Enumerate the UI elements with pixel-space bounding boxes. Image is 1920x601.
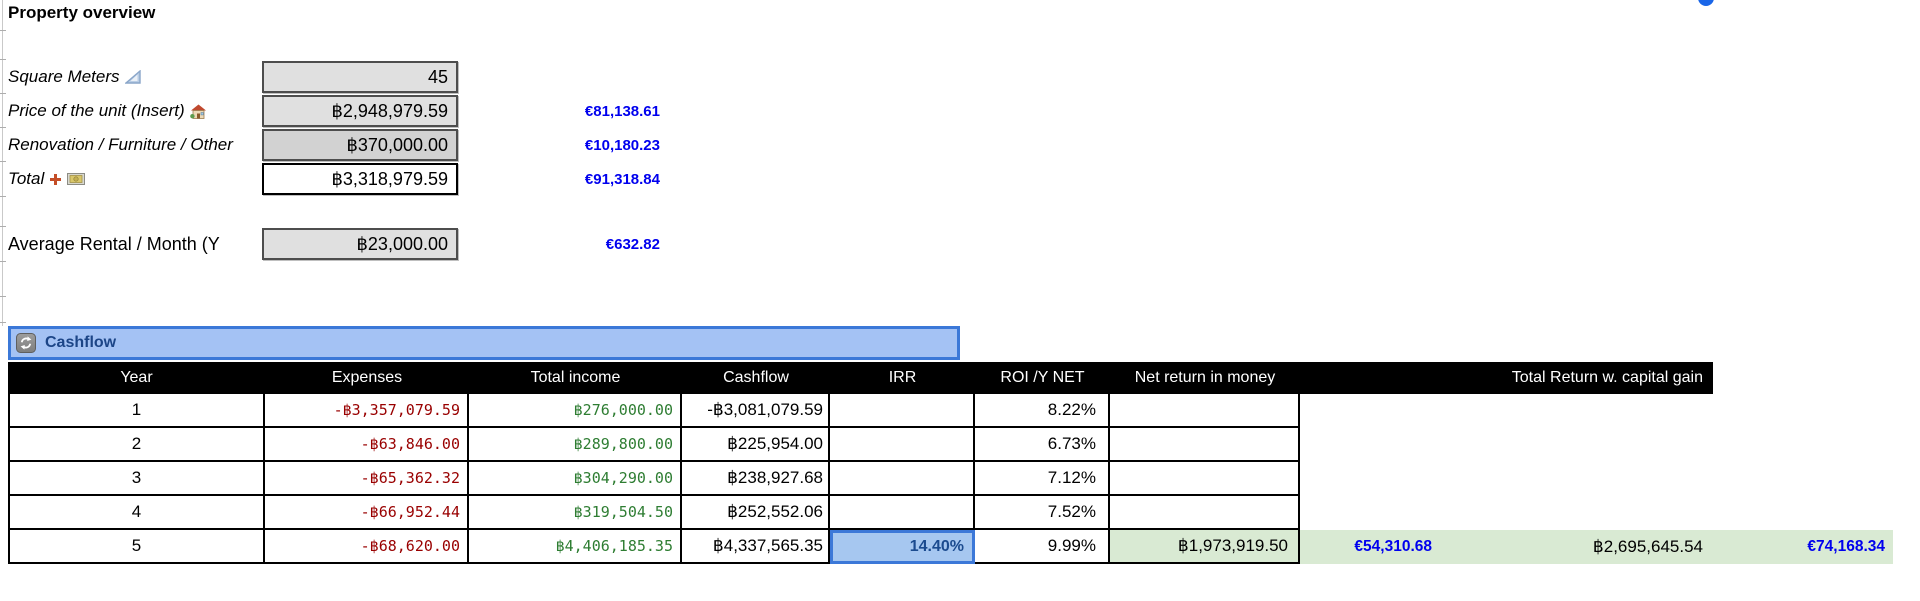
cashflow-row-1: 1 -฿3,357,079.59 ฿276,000.00 -฿3,081,079… <box>8 394 1300 428</box>
row-tick <box>0 93 6 94</box>
property-row-label-price: Price of the unit (Insert) <box>8 95 260 127</box>
label-text: Average Rental / Month (Y <box>8 233 220 254</box>
label-text: Square Meters <box>8 67 120 86</box>
property-value-cell-average-rental[interactable]: ฿23,000.00 <box>262 228 458 260</box>
page-title: Property overview <box>8 3 156 22</box>
cashflow-banner-label: Cashflow <box>45 334 117 351</box>
column-header-net-return: Net return in money <box>1134 369 1276 386</box>
euro-value-price: €81,138.61 <box>584 102 660 120</box>
cell-net-return-eur[interactable]: €54,310.68 <box>1300 530 1440 564</box>
column-header-expenses: Expenses <box>331 369 403 386</box>
cell-roi[interactable]: 9.99% <box>975 530 1110 564</box>
property-value-cell-price[interactable]: ฿2,948,979.59 <box>262 95 458 127</box>
cell-roi[interactable]: 7.12% <box>975 462 1110 496</box>
cell-net-return[interactable] <box>1110 496 1300 530</box>
cell-expenses[interactable]: -฿65,362.32 <box>265 462 469 496</box>
cell-total-income[interactable]: ฿319,504.50 <box>469 496 682 530</box>
cell-expenses[interactable]: -฿66,952.44 <box>265 496 469 530</box>
cell-expenses[interactable]: -฿68,620.00 <box>265 530 469 564</box>
cell-cashflow[interactable]: ฿4,337,565.35 <box>682 530 830 564</box>
cell-roi[interactable]: 8.22% <box>975 394 1110 428</box>
cell-year[interactable]: 1 <box>8 394 265 428</box>
plus-icon <box>49 173 62 186</box>
column-header-irr: IRR <box>888 369 917 386</box>
house-icon <box>189 104 207 119</box>
cell-total-income[interactable]: ฿276,000.00 <box>469 394 682 428</box>
cell-irr[interactable] <box>830 462 975 496</box>
cashflow-row-3: 3 -฿65,362.32 ฿304,290.00 ฿238,927.68 7.… <box>8 462 1300 496</box>
cell-roi[interactable]: 6.73% <box>975 428 1110 462</box>
triangle-ruler-icon <box>124 70 141 84</box>
cell-total-income[interactable]: ฿4,406,185.35 <box>469 530 682 564</box>
property-row-label-square-meters: Square Meters <box>8 61 260 93</box>
column-header-total-income: Total income <box>530 369 621 386</box>
row-tick <box>0 226 6 227</box>
property-row-label-renovation: Renovation / Furniture / Other <box>8 129 260 161</box>
cell-total-income[interactable]: ฿304,290.00 <box>469 462 682 496</box>
euro-value-renovation: €10,180.23 <box>584 136 660 154</box>
euro-value-total: €91,318.84 <box>584 170 660 188</box>
cell-net-return[interactable] <box>1110 428 1300 462</box>
label-text: Total <box>8 169 45 188</box>
cell-expenses[interactable]: -฿63,846.00 <box>265 428 469 462</box>
cell-total-income[interactable]: ฿289,800.00 <box>469 428 682 462</box>
cell-irr[interactable] <box>830 496 975 530</box>
column-header-roi: ROI /Y NET <box>1000 369 1085 386</box>
cell-total-return-eur[interactable]: €74,168.34 <box>1713 530 1893 564</box>
cell-year[interactable]: 2 <box>8 428 265 462</box>
banknote-icon <box>67 173 86 185</box>
row-tick <box>0 196 6 197</box>
cell-roi[interactable]: 7.52% <box>975 496 1110 530</box>
cell-cashflow[interactable]: ฿225,954.00 <box>682 428 830 462</box>
label-text: Renovation / Furniture / Other <box>8 135 233 154</box>
cell-net-return[interactable]: ฿1,973,919.50 <box>1110 530 1300 564</box>
property-value-cell-square-meters[interactable]: 45 <box>262 61 458 93</box>
row-tick <box>0 30 6 31</box>
sync-icon[interactable] <box>16 333 36 353</box>
property-value-cell-total[interactable]: ฿3,318,979.59 <box>262 163 458 195</box>
row-gridline-edge <box>2 0 3 326</box>
row-tick <box>0 161 6 162</box>
irr-selected-cell[interactable]: 14.40% <box>830 530 975 564</box>
cell-cashflow[interactable]: -฿3,081,079.59 <box>682 394 830 428</box>
cashflow-table-header: Year Expenses Total income Cashflow IRR … <box>8 362 1713 394</box>
cell-irr[interactable] <box>830 394 975 428</box>
cell-cashflow[interactable]: ฿238,927.68 <box>682 462 830 496</box>
column-header-total-return: Total Return w. capital gain <box>1511 369 1703 386</box>
cashflow-row-2: 2 -฿63,846.00 ฿289,800.00 ฿225,954.00 6.… <box>8 428 1300 462</box>
cashflow-row-4: 4 -฿66,952.44 ฿319,504.50 ฿252,552.06 7.… <box>8 496 1300 530</box>
row-tick <box>0 127 6 128</box>
property-row-label-average-rental: Average Rental / Month (Y <box>8 228 260 260</box>
cell-year[interactable]: 5 <box>8 530 265 564</box>
label-text: Price of the unit (Insert) <box>8 101 185 120</box>
cell-cashflow[interactable]: ฿252,552.06 <box>682 496 830 530</box>
cashflow-row-5: 5 -฿68,620.00 ฿4,406,185.35 ฿4,337,565.3… <box>8 530 1893 564</box>
cell-year[interactable]: 4 <box>8 496 265 530</box>
column-header-year: Year <box>120 369 153 386</box>
cell-irr[interactable] <box>830 428 975 462</box>
row-tick <box>0 59 6 60</box>
cell-total-return-baht[interactable]: ฿2,695,645.54 <box>1440 530 1713 564</box>
row-tick <box>0 296 6 297</box>
cell-net-return[interactable] <box>1110 394 1300 428</box>
property-value-cell-renovation[interactable]: ฿370,000.00 <box>262 129 458 161</box>
cell-year[interactable]: 3 <box>8 462 265 496</box>
euro-value-average-rental: €632.82 <box>605 235 660 253</box>
row-tick <box>0 261 6 262</box>
cell-net-return[interactable] <box>1110 462 1300 496</box>
column-header-cashflow: Cashflow <box>723 369 789 386</box>
property-row-label-total: Total <box>8 163 260 195</box>
cashflow-section-banner: Cashflow <box>8 326 960 360</box>
blue-indicator-dot <box>1698 0 1714 6</box>
cell-expenses[interactable]: -฿3,357,079.59 <box>265 394 469 428</box>
row-tick <box>0 322 6 323</box>
